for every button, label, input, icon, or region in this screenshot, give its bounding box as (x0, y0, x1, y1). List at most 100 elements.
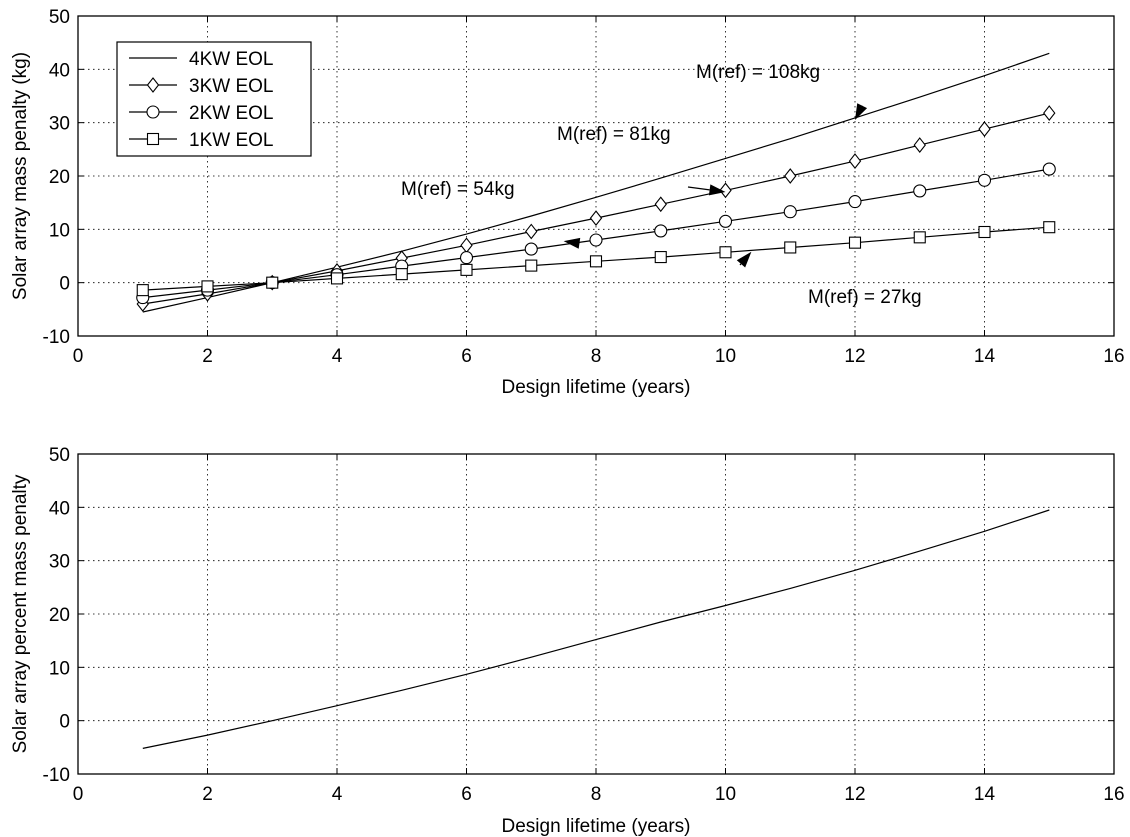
circle-point (1042, 162, 1056, 176)
x-tick-label: 14 (974, 784, 996, 805)
square-point (589, 255, 603, 268)
x-tick-label: 2 (202, 784, 213, 805)
square-point (460, 263, 473, 276)
circle-point (654, 224, 668, 238)
y-tick-label: 20 (49, 605, 70, 626)
square-point (266, 276, 279, 289)
x-axis-label: Design lifetime (years) (502, 816, 691, 837)
circle-point (718, 214, 733, 228)
square-point (330, 272, 344, 285)
y-tick-label: 10 (49, 658, 70, 679)
x-tick-label: 0 (73, 784, 84, 805)
annotation-m-ref-81kg: M(ref) = 81kg (557, 124, 726, 196)
x-tick-label: 8 (591, 346, 602, 367)
annotation-arrow-head (855, 103, 868, 120)
annotation-arrow-head (563, 237, 581, 249)
square-point (201, 280, 214, 293)
annotation-arrow-shaft (687, 186, 710, 191)
square-point (1043, 221, 1056, 234)
diamond-point (654, 196, 667, 213)
x-tick-label: 0 (73, 346, 84, 367)
square-point (395, 268, 408, 281)
diamond-point (719, 182, 732, 199)
circle-point (589, 233, 603, 247)
annotation-arrow-shaft (739, 263, 742, 266)
square-point (136, 284, 149, 297)
annotation-arrow-head (736, 251, 752, 268)
annotation-text: M(ref) = 27kg (808, 287, 922, 308)
x-tick-label: 6 (461, 346, 472, 367)
diamond-point (978, 121, 991, 137)
y-tick-label: 40 (49, 60, 70, 81)
square-point (978, 225, 991, 239)
x-tick-label: 16 (1103, 346, 1124, 367)
square-point (913, 231, 926, 244)
legend-swatch-marker (146, 77, 160, 93)
plot-frame (77, 15, 1115, 337)
diamond-point (589, 210, 603, 227)
diamond-point (913, 137, 926, 153)
annotation-m-ref-108kg: M(ref) = 108kg (696, 62, 868, 120)
y-tick-label: -10 (43, 327, 70, 348)
series-4kw-eol (142, 52, 1050, 313)
series-0 (142, 509, 1050, 749)
x-tick-label: 4 (332, 346, 343, 367)
x-tick-label: 10 (715, 784, 736, 805)
circle-point (524, 242, 538, 256)
diamond-point (460, 237, 473, 254)
series-0-line (142, 509, 1050, 749)
circle-point (459, 251, 474, 265)
legend-label: 2KW EOL (189, 103, 273, 124)
y-tick-label: 0 (59, 712, 70, 733)
y-tick-label: 50 (49, 445, 70, 466)
annotation-text: M(ref) = 81kg (557, 124, 671, 145)
x-tick-label: 14 (974, 346, 996, 367)
series-2kw-eol-line (142, 168, 1050, 299)
y-tick-label: 40 (49, 498, 70, 519)
y-tick-label: 30 (49, 552, 70, 573)
square-point (784, 241, 797, 254)
diamond-point (784, 168, 797, 184)
legend-label: 1KW EOL (189, 130, 273, 151)
x-tick-label: 8 (591, 784, 602, 805)
square-point (719, 246, 732, 259)
y-tick-label: 50 (49, 7, 70, 28)
circle-point (913, 184, 927, 198)
x-axis-label: Design lifetime (years) (502, 377, 691, 398)
x-tick-label: 10 (715, 346, 736, 367)
x-tick-label: 16 (1103, 784, 1124, 805)
legend-label: 4KW EOL (189, 49, 273, 70)
x-tick-label: 12 (844, 784, 865, 805)
y-tick-label: 0 (59, 274, 70, 295)
y-axis-label: Solar array percent mass penalty (10, 474, 31, 753)
y-tick-label: 20 (49, 167, 70, 188)
series-1kw-eol (136, 221, 1056, 297)
x-tick-label: 6 (461, 784, 472, 805)
y-tick-label: -10 (43, 765, 70, 786)
x-tick-label: 2 (202, 346, 213, 367)
legend-item-1kw-eol: 1KW EOL (129, 130, 273, 151)
y-axis-label: Solar array mass penalty (kg) (10, 52, 31, 300)
legend-swatch-marker (146, 132, 160, 146)
diamond-point (525, 223, 538, 240)
x-tick-label: 12 (844, 346, 865, 367)
legend-item-3kw-eol: 3KW EOL (129, 76, 273, 97)
legend: 4KW EOL 3KW EOL 2KW EOL 1KW EOL (116, 41, 312, 157)
annotation-text: M(ref) = 108kg (696, 62, 820, 83)
y-tick-label: 30 (49, 114, 70, 135)
square-point (525, 259, 538, 272)
circle-point (848, 195, 862, 209)
annotation-m-ref-27kg: M(ref) = 27kg (736, 251, 922, 308)
series-4kw-eol-line (142, 52, 1050, 313)
square-point (848, 236, 862, 249)
annotation-arrow-head (708, 184, 726, 196)
legend-item-2kw-eol: 2KW EOL (129, 103, 273, 124)
diamond-point (848, 153, 862, 169)
legend-swatch-marker (146, 105, 160, 119)
y-tick-label: 10 (49, 220, 70, 241)
square-point (654, 251, 667, 264)
plot-frame (77, 453, 1115, 775)
